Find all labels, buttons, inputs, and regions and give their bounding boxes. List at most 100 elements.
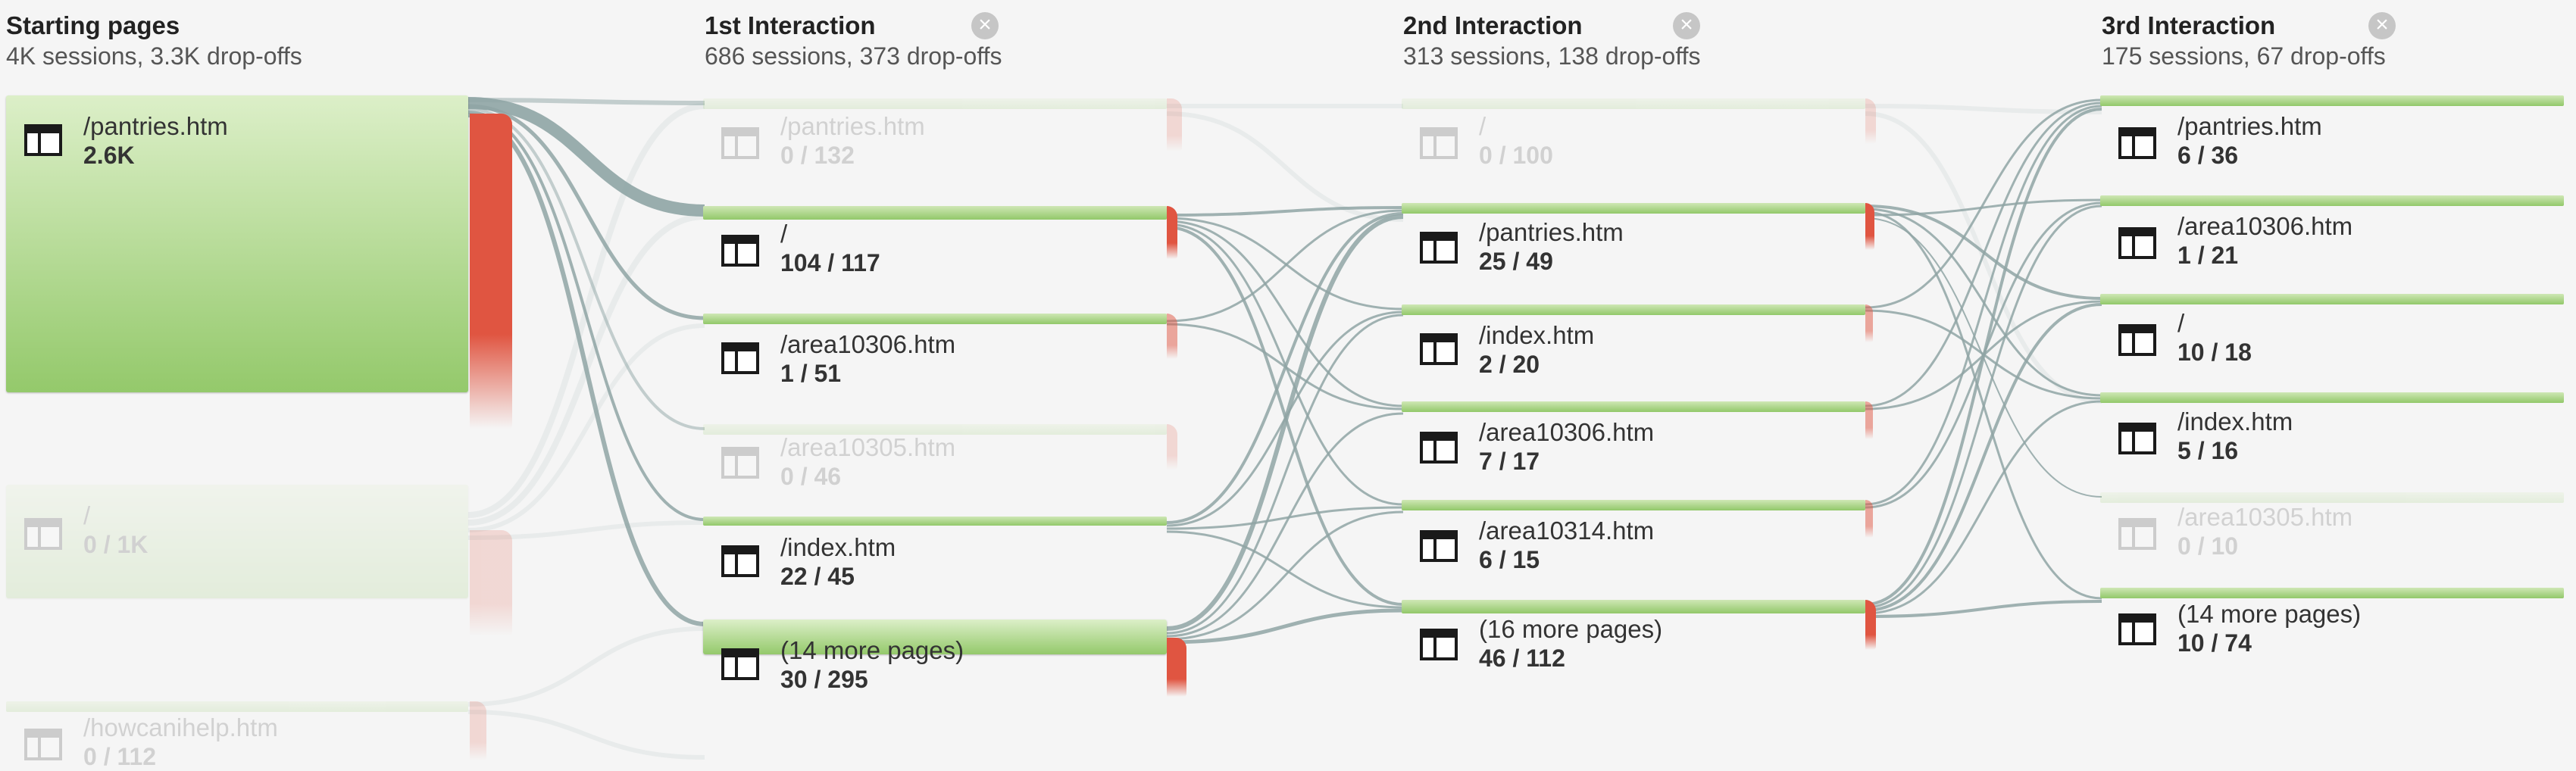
flow-node-2nd-area10314[interactable]: /area10314.htm 6 / 15	[1402, 500, 1880, 576]
flow-link[interactable]	[467, 108, 705, 430]
flow-link[interactable]	[1166, 412, 1404, 638]
drop-off-bar[interactable]	[1167, 314, 1177, 359]
flow-link[interactable]	[467, 520, 705, 540]
flow-link[interactable]	[1166, 111, 1404, 222]
page-table-icon	[720, 544, 761, 579]
page-table-icon	[720, 233, 761, 268]
flow-link[interactable]	[1865, 105, 2102, 506]
node-bar	[1402, 401, 1865, 412]
node-page-label: /	[1479, 112, 1487, 140]
flow-node-3rd-root[interactable]: / 10 / 18	[2100, 294, 2570, 370]
flow-node-2nd-pantries[interactable]: /pantries.htm 25 / 49	[1402, 203, 1880, 279]
node-count: 1 / 21	[2177, 242, 2239, 269]
drop-off-bar[interactable]	[470, 114, 512, 429]
flow-link[interactable]	[1166, 510, 1404, 641]
page-table-icon	[1418, 627, 1459, 662]
drop-off-bar[interactable]	[1865, 98, 1876, 144]
flow-link[interactable]	[467, 97, 705, 217]
flow-link[interactable]	[1166, 217, 1404, 311]
flow-link[interactable]	[467, 323, 705, 532]
flow-link[interactable]	[1865, 101, 2102, 407]
close-icon[interactable]: ×	[1673, 12, 1700, 39]
flow-link[interactable]	[1166, 608, 1404, 645]
flow-node-1st-area10305[interactable]: /area10305.htm 0 / 46	[703, 424, 1182, 500]
flow-node-starting-pantries[interactable]: /pantries.htm 2.6K	[6, 95, 512, 429]
drop-off-bar[interactable]	[1865, 203, 1874, 250]
page-table-icon	[720, 341, 761, 376]
flow-node-3rd-area10306[interactable]: /area10306.htm 1 / 21	[2100, 195, 2570, 271]
flow-link[interactable]	[1865, 198, 2102, 217]
flow-link[interactable]	[467, 111, 705, 521]
column-subtitle: 686 sessions, 373 drop-offs	[705, 42, 1002, 70]
flow-link[interactable]	[1865, 204, 2102, 609]
drop-off-bar[interactable]	[470, 701, 486, 760]
node-count: 0 / 100	[1479, 142, 1553, 169]
close-icon[interactable]: ×	[2368, 12, 2396, 39]
flow-link[interactable]	[467, 710, 705, 760]
flow-link[interactable]	[467, 626, 705, 707]
flow-node-1st-index[interactable]: /index.htm 22 / 45	[703, 517, 1182, 592]
node-page-label: /pantries.htm	[2177, 112, 2322, 140]
flow-link[interactable]	[1166, 212, 1404, 524]
drop-off-bar[interactable]	[1865, 304, 1873, 342]
flow-link[interactable]	[467, 103, 705, 518]
node-count: 104 / 117	[780, 249, 880, 276]
flow-link[interactable]	[1865, 600, 2102, 618]
node-page-label: /area10305.htm	[780, 433, 956, 461]
drop-off-bar[interactable]	[1865, 600, 1876, 650]
flow-node-3rd-pantries[interactable]: /pantries.htm 6 / 36	[2100, 95, 2570, 171]
flow-link[interactable]	[1865, 98, 2102, 309]
flow-node-3rd-index[interactable]: /index.htm 5 / 16	[2100, 392, 2570, 468]
flow-link[interactable]	[1865, 400, 2102, 615]
flow-link[interactable]	[1166, 214, 1404, 631]
flow-link[interactable]	[467, 104, 705, 320]
flow-link[interactable]	[1166, 209, 1404, 323]
flow-link[interactable]	[467, 214, 705, 526]
flow-link[interactable]	[1865, 108, 2102, 606]
node-page-label: /area10314.htm	[1479, 517, 1655, 545]
flow-link[interactable]	[1865, 111, 2102, 404]
drop-off-bar[interactable]	[1167, 638, 1186, 697]
flow-link[interactable]	[1865, 303, 2102, 612]
flow-node-1st-root[interactable]: / 104 / 117	[703, 206, 1182, 282]
flow-link[interactable]	[467, 113, 705, 626]
flow-node-3rd-more-pages[interactable]: (14 more pages) 10 / 74	[2100, 588, 2570, 671]
node-bar	[2100, 492, 2564, 503]
flow-node-2nd-more-pages[interactable]: (16 more pages) 46 / 112	[1402, 600, 1880, 683]
column-title: 2nd Interaction	[1403, 11, 1583, 39]
node-bar	[2100, 392, 2564, 403]
flow-node-starting-root[interactable]: / 0 / 1K	[6, 485, 512, 636]
flow-node-1st-area10306[interactable]: /area10306.htm 1 / 51	[703, 314, 1182, 389]
flow-link[interactable]	[1166, 220, 1404, 407]
column-subtitle: 4K sessions, 3.3K drop-offs	[6, 42, 302, 70]
flow-node-starting-howcanihelp[interactable]: /howcanihelp.htm 0 / 112	[6, 701, 506, 770]
close-icon[interactable]: ×	[971, 12, 999, 39]
drop-off-bar[interactable]	[1167, 424, 1177, 470]
column-title: 3rd Interaction	[2102, 11, 2276, 39]
flow-node-1st-pantries[interactable]: /pantries.htm 0 / 132	[703, 98, 1182, 174]
node-bar	[703, 314, 1167, 324]
node-bar	[2100, 294, 2564, 304]
page-table-icon	[2117, 226, 2158, 261]
node-count: 22 / 45	[780, 563, 855, 590]
flow-link[interactable]	[1166, 314, 1404, 635]
flow-link[interactable]	[467, 98, 705, 105]
node-count: 0 / 112	[83, 743, 157, 770]
flow-link[interactable]	[1166, 530, 1404, 609]
page-table-icon	[1418, 332, 1459, 367]
node-count: 0 / 10	[2177, 532, 2239, 560]
drop-off-bar[interactable]	[1167, 206, 1177, 259]
flow-link[interactable]	[1166, 506, 1404, 530]
flow-link[interactable]	[1865, 104, 2102, 114]
drop-off-bar[interactable]	[470, 530, 512, 636]
flow-node-3rd-area10305[interactable]: /area10305.htm 0 / 10	[2100, 492, 2570, 568]
drop-off-bar[interactable]	[1865, 500, 1873, 538]
drop-off-bar[interactable]	[1167, 98, 1182, 151]
flow-node-1st-more-pages[interactable]: (14 more pages) 30 / 295	[703, 620, 1188, 703]
drop-off-bar[interactable]	[1865, 401, 1873, 439]
flow-node-2nd-area10306[interactable]: /area10306.htm 7 / 17	[1402, 401, 1880, 477]
flow-link[interactable]	[1166, 206, 1404, 217]
flow-node-2nd-root[interactable]: / 0 / 100	[1402, 98, 1880, 174]
flow-node-2nd-index[interactable]: /index.htm 2 / 20	[1402, 304, 1880, 380]
